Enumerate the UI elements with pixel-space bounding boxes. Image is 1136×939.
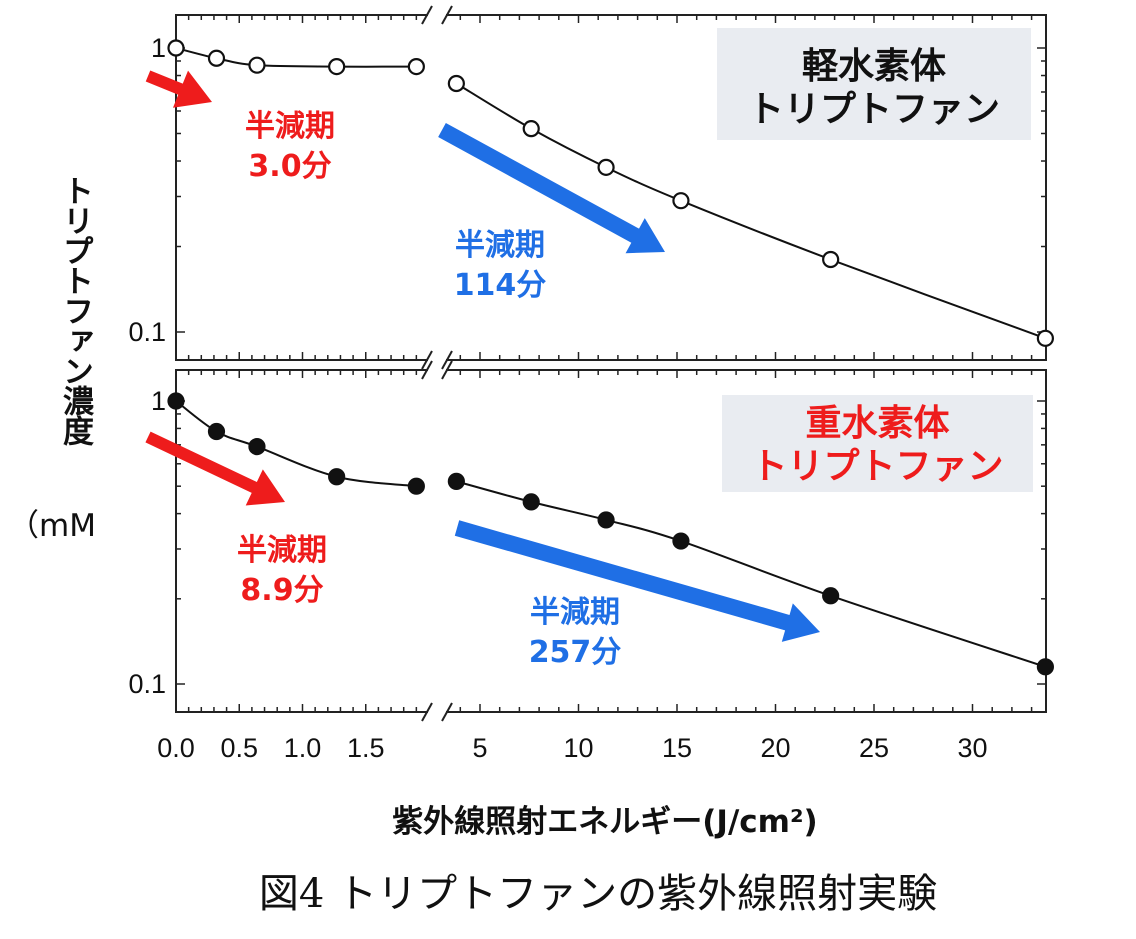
data-point [207,422,226,441]
axis-break-mark [421,5,433,25]
half-life-label: 半減期 [237,533,327,568]
y-tick-label: 1 [151,33,166,63]
y-tick-label: 0.1 [128,317,166,347]
late-decay-arrow [438,122,665,254]
y-tick-label: 0.1 [128,669,166,699]
half-life-label: 半減期 [530,595,620,630]
half-life-label: 8.9分 [240,573,323,608]
figure-caption: 図4 トリプトファンの紫外線照射実験 [259,871,937,917]
y-axis-label: トリプトファン濃度 [57,175,94,447]
x-tick-label: 30 [957,733,987,763]
data-point [597,158,615,176]
axis-break-mark [441,702,453,722]
axis-break-mark [421,350,433,370]
y-tick-label: 1 [151,386,166,416]
x-tick-label: 25 [859,733,889,763]
half-life-label: 3.0分 [248,149,331,184]
axis-break-mark [441,350,453,370]
x-tick-label: 10 [563,733,593,763]
data-point [522,120,540,138]
axis-break-mark [421,702,433,722]
data-point [447,472,465,490]
series-label-text: トリプトファン [748,89,1000,130]
data-point [407,58,425,76]
data-point [822,587,840,605]
data-point [328,468,346,486]
data-point [672,192,690,210]
data-point [522,493,540,511]
data-point [167,39,185,57]
data-point [248,438,266,456]
axis-break-mark [421,360,433,380]
series-label-box [717,28,1031,140]
x-tick-label: 1.5 [347,733,385,763]
data-point [407,477,425,495]
data-point [597,511,615,529]
axis-break-mark [441,360,453,380]
early-decay-arrow [145,431,285,506]
half-life-label: 半減期 [245,109,335,144]
half-life-label: 半減期 [455,228,545,263]
data-point [328,58,346,76]
early-decay-arrow [145,70,212,108]
x-axis-label: 紫外線照射エネルギー(J/cm²) [392,804,817,840]
data-point [672,532,690,550]
data-point [1036,658,1054,676]
x-tick-label: 0.5 [220,733,258,763]
x-tick-label: 1.0 [284,733,322,763]
x-tick-label: 5 [472,733,487,763]
x-tick-label: 20 [760,733,790,763]
axis-break-mark [441,5,453,25]
data-point [248,56,266,74]
series-label-text: 重水素体 [805,403,949,444]
x-tick-label: 15 [662,733,692,763]
data-point [447,74,465,93]
series-label-text: 軽水素体 [802,46,946,87]
y-axis-unit: （mM [8,508,96,544]
data-point [1036,329,1054,347]
data-point [167,392,185,410]
half-life-label: 114分 [454,268,547,303]
late-decay-arrow [454,520,820,642]
x-tick-label: 0.0 [157,733,195,763]
data-point [822,250,840,269]
series-label-box [722,395,1033,492]
data-point [207,49,226,67]
series-label-text: トリプトファン [751,446,1003,487]
half-life-label: 257分 [529,635,622,670]
